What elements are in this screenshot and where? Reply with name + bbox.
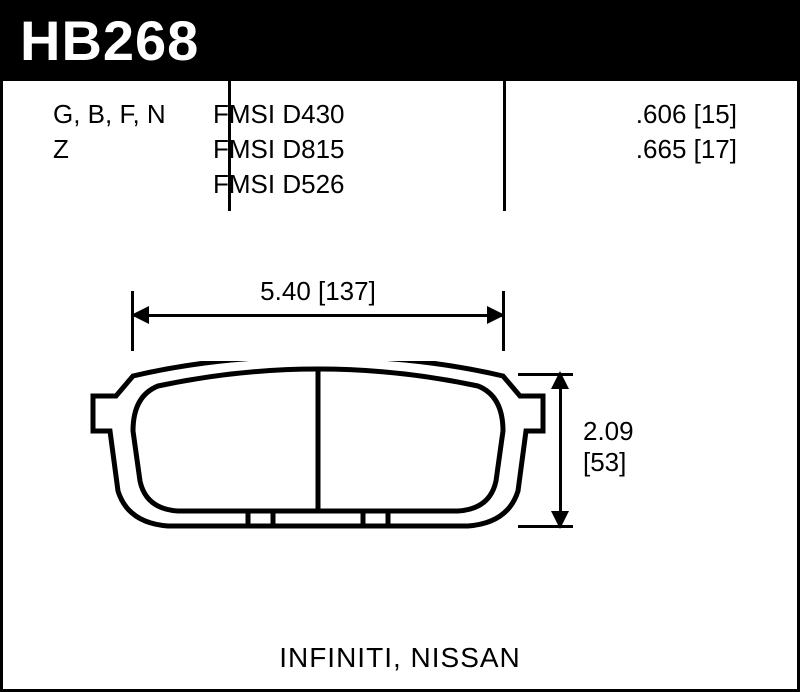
- brake-pad-outline: [88, 361, 548, 541]
- width-dimension-label: 5.40 [137]: [133, 276, 503, 307]
- fmsi-line2: FMSI D815: [213, 134, 463, 165]
- spec-row-2: Z FMSI D815 .665 [17]: [3, 130, 797, 165]
- thickness-line2: .665 [17]: [463, 134, 767, 165]
- width-dimension-arrow: [133, 314, 503, 317]
- header-bar: HB268: [0, 0, 800, 81]
- fmsi-line1: FMSI D430: [213, 99, 463, 130]
- spec-row-3: FMSI D526: [3, 165, 797, 200]
- compounds-line1: G, B, F, N: [33, 99, 213, 130]
- column-separator-2: [503, 81, 506, 211]
- height-dimension-label: 2.09 [53]: [583, 416, 634, 478]
- part-number: HB268: [20, 9, 199, 72]
- diagram-area: 5.40 [137] 2.09 [53]: [3, 246, 797, 626]
- content-frame: G, B, F, N FMSI D430 .606 [15] Z FMSI D8…: [0, 81, 800, 692]
- height-inches: 2.09: [583, 416, 634, 447]
- height-mm: [53]: [583, 447, 634, 478]
- height-dimension-arrow: [559, 373, 562, 527]
- spec-row-1: G, B, F, N FMSI D430 .606 [15]: [3, 81, 797, 130]
- fmsi-line3: FMSI D526: [213, 169, 463, 200]
- column-separator-1: [228, 81, 231, 211]
- fitment-label: INFINITI, NISSAN: [3, 642, 797, 674]
- compounds-line2: Z: [33, 134, 213, 165]
- thickness-line1: .606 [15]: [463, 99, 767, 130]
